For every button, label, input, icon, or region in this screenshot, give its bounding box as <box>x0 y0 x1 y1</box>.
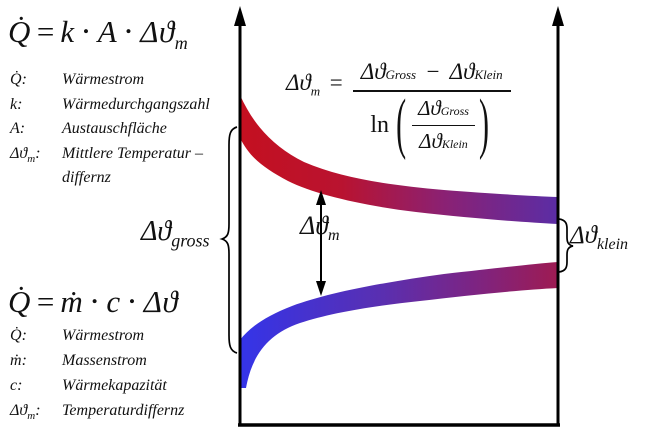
legend-symbol: k: <box>10 95 23 113</box>
q-dot-symbol: Q̇ <box>8 14 31 49</box>
formula-m-c: Q̇ = ṁ ⋅ c ⋅ Δϑ <box>8 284 178 320</box>
multiply-dot-icon: ⋅ <box>80 14 92 49</box>
legend-symbol: Δϑm: <box>10 144 41 165</box>
mean-delta-arrowhead-down-icon <box>316 281 326 296</box>
legend-description: Austauschfläche <box>62 120 167 138</box>
mean-delta-arrowhead-up-icon <box>316 190 326 205</box>
c-symbol: c <box>106 284 121 319</box>
left-axis-arrowhead-icon <box>234 6 246 26</box>
klein-brace <box>558 218 574 273</box>
ln-operator: ln <box>370 111 390 138</box>
a-symbol: A <box>97 14 118 49</box>
legend-symbol: c: <box>10 377 23 394</box>
delta-theta-symbol: Δϑ <box>143 284 179 319</box>
equals-sign: = <box>328 70 344 95</box>
formula-log-mean: Δϑm = Δϑ Gross − Δϑ Klein ln ( Δϑ Gross Δϑ K… <box>286 58 511 161</box>
legend-row: k: Wärmedurchgangszahl <box>10 96 210 121</box>
legend-symbol: A: <box>10 120 26 138</box>
legend-description: Wärmestrom <box>62 71 145 88</box>
right-paren: ) <box>478 86 489 161</box>
legend-row: c: Wärmekapazität <box>10 377 184 402</box>
k-symbol: k <box>60 14 75 49</box>
legend-symbol: Δϑm: <box>10 402 41 423</box>
label-delta-theta-gross: Δϑgross <box>141 216 210 251</box>
legend-row: ṁ: Massenstrom <box>10 352 184 377</box>
hot-fluid-band <box>240 95 558 224</box>
delta-theta-symbol: Δϑ <box>140 14 175 49</box>
formula-k-a: Q̇ = k ⋅ A ⋅ Δϑm <box>8 14 188 54</box>
legend-description: Mittlere Temperatur – <box>62 144 204 162</box>
gross-brace <box>219 126 238 354</box>
label-delta-theta-m: Δϑm <box>300 211 340 245</box>
legend-symbol: Q̇: <box>10 327 27 344</box>
legend-row: A: Austauschfläche <box>10 120 210 145</box>
equals-sign: = <box>34 284 57 319</box>
cold-fluid-band <box>240 262 558 388</box>
m-dot-symbol: ṁ <box>60 284 84 319</box>
legend-row: Q̇: Wärmestrom <box>10 327 184 352</box>
legend-description: Wärmestrom <box>62 327 145 344</box>
legend-symbol: ṁ: <box>10 352 27 369</box>
left-paren: ( <box>396 86 407 161</box>
fraction-denominator: ln ( Δϑ Gross Δϑ Klein ) <box>370 87 493 161</box>
legend-k-a: Q̇: Wärmestrom k: Wärmedurchgangszahl A:… <box>10 71 210 194</box>
inner-fraction: Δϑ Gross Δϑ Klein <box>412 96 475 154</box>
fraction-numerator: Δϑ Gross − Δϑ Klein <box>352 58 511 92</box>
legend-symbol: Q̇: <box>10 71 27 88</box>
legend-description: Wärmekapazität <box>62 377 167 394</box>
legend-description: Massenstrom <box>62 352 147 369</box>
legend-row: Δϑm: Temperaturdiffernz <box>10 402 184 427</box>
legend-row: Q̇: Wärmestrom <box>10 71 210 96</box>
inner-denominator: Δϑ Klein <box>419 129 468 153</box>
legend-row: differnz <box>10 169 210 194</box>
right-axis-arrowhead-icon <box>552 6 564 26</box>
legend-description: Wärmedurchgangszahl <box>62 95 210 113</box>
multiply-dot-icon: ⋅ <box>123 14 135 49</box>
legend-description: Temperaturdiffernz <box>62 402 185 419</box>
equals-sign: = <box>34 14 57 49</box>
subscript-m: m <box>174 33 189 54</box>
legend-m-c: Q̇: Wärmestrom ṁ: Massenstrom c: Wärmeka… <box>10 327 184 427</box>
legend-description: differnz <box>62 169 111 187</box>
outer-fraction: Δϑ Gross − Δϑ Klein ln ( Δϑ Gross Δϑ Klein ) <box>352 58 511 161</box>
inner-numerator: Δϑ Gross <box>412 96 475 126</box>
minus-sign: − <box>425 59 441 84</box>
multiply-dot-icon: ⋅ <box>89 284 101 319</box>
legend-row: Δϑm: Mittlere Temperatur – <box>10 145 210 170</box>
label-delta-theta-klein: Δϑklein <box>570 222 629 253</box>
q-dot-symbol: Q̇ <box>8 284 31 319</box>
lhs-delta-theta-m: Δϑm <box>286 70 321 99</box>
multiply-dot-icon: ⋅ <box>126 284 138 319</box>
